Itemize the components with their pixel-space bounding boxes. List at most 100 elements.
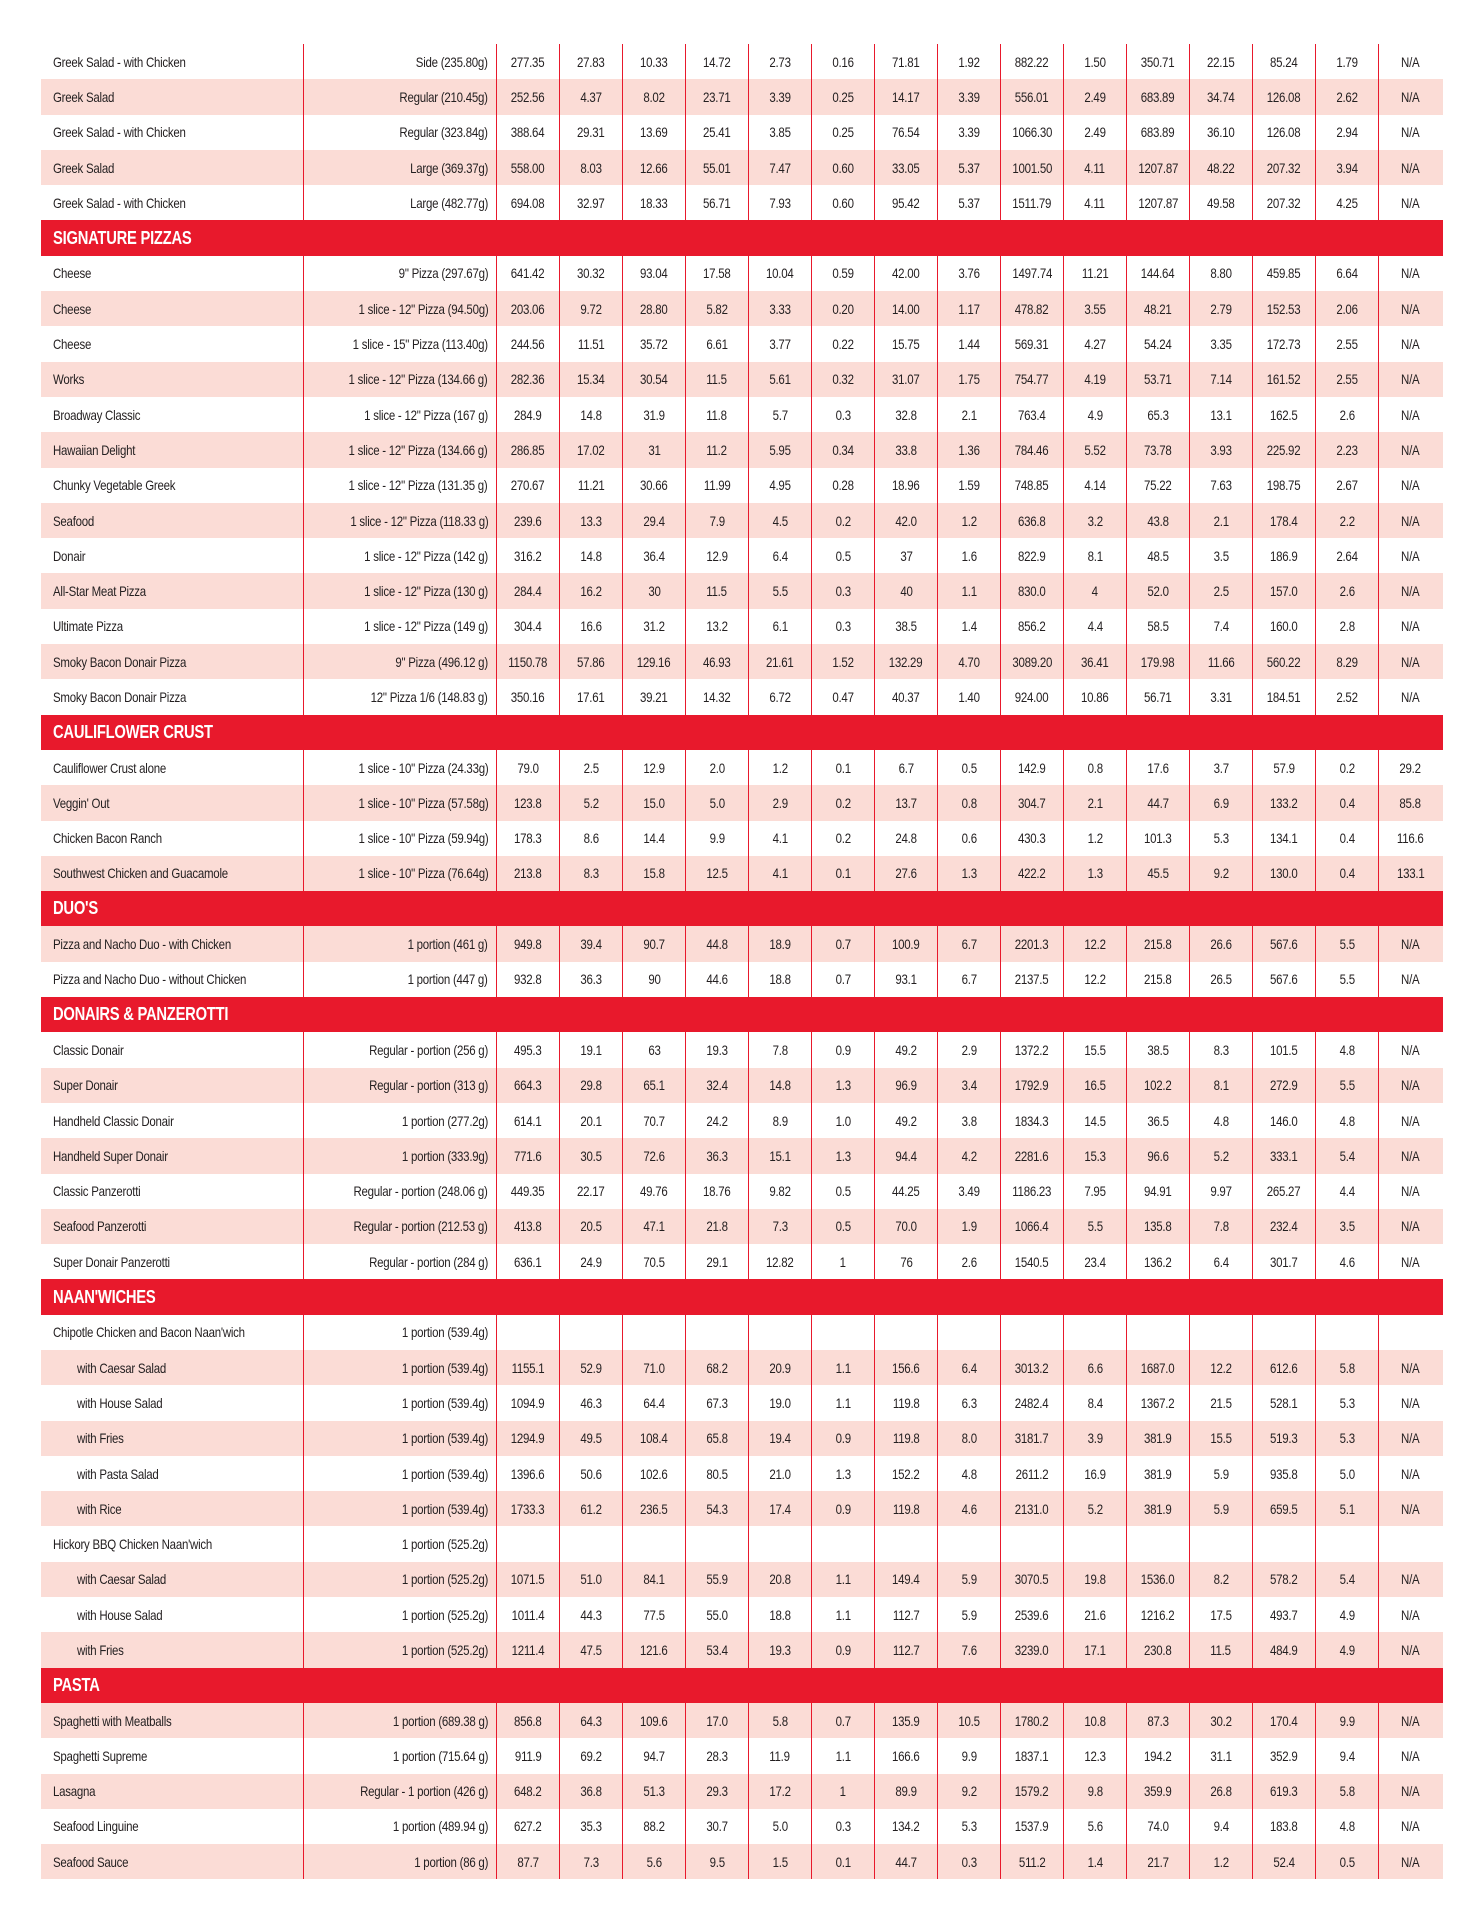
nutrient-value: 8.1 <box>1213 1077 1229 1094</box>
value-cell: 3.5 <box>1316 1208 1379 1245</box>
nutrient-value: 771.6 <box>514 1147 542 1164</box>
nutrient-value: 8.3 <box>583 865 599 882</box>
value-cell <box>1316 1526 1379 1562</box>
value-cell: 215.8 <box>1127 961 1190 998</box>
nutrient-value: 36.4 <box>643 547 665 564</box>
value-cell: 161.52 <box>1253 361 1316 397</box>
nutrient-value: 1.0 <box>835 1112 851 1129</box>
value-cell: 13.7 <box>875 785 938 821</box>
nutrient-value: 94.91 <box>1144 1183 1172 1200</box>
item-name-cell: Chicken Bacon Ranch <box>41 820 304 856</box>
value-cell: 1.1 <box>812 1349 875 1386</box>
serving-size: 1 slice - 10" Pizza (59.94g) <box>358 830 488 847</box>
nutrient-value: 11.8 <box>706 406 728 423</box>
table-row: Seafood Sauce 1 portion (86 g) 87.7 7.3 5.6 9… <box>41 1844 1443 1880</box>
item-name: Lasagna <box>53 1783 96 1800</box>
serving-size-cell: 1 slice - 12" Pizza (118.33 g) <box>304 502 497 539</box>
nutrient-value: 79.0 <box>517 759 539 776</box>
nutrient-value: 10.33 <box>640 53 668 70</box>
serving-size-cell: 1 portion (689.38 g) <box>304 1702 497 1739</box>
value-cell <box>1253 1314 1316 1350</box>
nutrient-value: 47.1 <box>643 1218 665 1235</box>
value-cell: 15.75 <box>875 326 938 362</box>
nutrient-value: 381.9 <box>1144 1500 1172 1517</box>
nutrient-value: 333.1 <box>1270 1147 1298 1164</box>
nutrient-value: 7.3 <box>583 1853 599 1870</box>
value-cell: 15.5 <box>1190 1420 1253 1456</box>
nutrient-value: 265.27 <box>1267 1183 1301 1200</box>
value-cell: N/A <box>1379 1632 1442 1667</box>
nutrient-value: 0.3 <box>835 1818 851 1835</box>
value-cell: 1.50 <box>1064 44 1127 80</box>
nutrient-value: 1.36 <box>958 441 980 458</box>
item-name: Classic Donair <box>53 1041 124 1058</box>
value-cell: 27.6 <box>875 855 938 892</box>
value-cell: N/A <box>1379 1244 1442 1279</box>
nutrient-value: 4.8 <box>1339 1041 1355 1058</box>
value-cell: 149.4 <box>875 1561 938 1598</box>
nutrient-value: 133.1 <box>1396 865 1425 882</box>
value-cell: 96.6 <box>1127 1138 1190 1174</box>
item-name-cell: Lasagna <box>41 1773 304 1809</box>
nutrient-value: 3.76 <box>958 265 980 282</box>
value-cell: 277.35 <box>497 44 560 80</box>
nutrient-value: 28.3 <box>706 1747 728 1764</box>
value-cell: 1186.23 <box>1001 1173 1064 1209</box>
nutrient-value: 0.3 <box>835 406 851 423</box>
value-cell: 30.32 <box>560 255 623 292</box>
nutrient-value: 14.4 <box>643 830 665 847</box>
value-cell: 2.6 <box>1316 396 1379 433</box>
value-cell: 40 <box>875 573 938 609</box>
nutrient-value: 2.06 <box>1336 300 1358 317</box>
nutrient-value: 2.94 <box>1336 124 1358 141</box>
value-cell: N/A <box>1379 1174 1442 1209</box>
nutrient-value: 3.33 <box>769 300 791 317</box>
value-cell: 2.1 <box>938 396 1001 433</box>
value-cell: 9.8 <box>1064 1773 1127 1809</box>
nutrient-value: 30.5 <box>580 1147 602 1164</box>
value-cell: 26.6 <box>1190 926 1253 962</box>
value-cell: 2.67 <box>1316 467 1379 503</box>
value-cell: 33.8 <box>875 432 938 468</box>
nutrient-value: 1.1 <box>961 583 977 600</box>
value-cell: 27.83 <box>560 44 623 80</box>
nutrient-value: 1066.4 <box>1015 1218 1049 1235</box>
value-cell: 350.16 <box>497 679 560 715</box>
value-cell: 36.5 <box>1127 1102 1190 1139</box>
value-cell: 0.9 <box>812 1032 875 1068</box>
serving-size: 1 portion (461 g) <box>407 936 488 953</box>
value-cell: 10.04 <box>749 255 812 292</box>
serving-size: 12" Pizza 1/6 (148.83 g) <box>371 688 488 705</box>
nutrient-value: 5.1 <box>1339 1500 1355 1517</box>
value-cell: 11.51 <box>560 326 623 362</box>
nutrient-value: 56.71 <box>703 194 731 211</box>
value-cell: 5.5 <box>749 573 812 609</box>
value-cell: 0.4 <box>1316 785 1379 821</box>
value-cell: 24.9 <box>560 1244 623 1280</box>
nutrient-value: 170.4 <box>1270 1712 1298 1729</box>
nutrient-value: 1837.1 <box>1015 1747 1049 1764</box>
value-cell: 2.06 <box>1316 291 1379 327</box>
nutrient-value: 949.8 <box>514 936 542 953</box>
value-cell: 24.2 <box>686 1102 749 1139</box>
value-cell: 52.4 <box>1253 1844 1316 1880</box>
value-cell: 304.7 <box>1001 785 1064 821</box>
value-cell: 1094.9 <box>497 1385 560 1421</box>
nutrient-value: 215.8 <box>1144 971 1172 988</box>
value-cell <box>749 1314 812 1350</box>
serving-size: 1 slice - 12" Pizza (130 g) <box>364 583 488 600</box>
nutrient-value: 33.8 <box>895 441 917 458</box>
nutrient-value: 12.82 <box>766 1253 794 1270</box>
value-cell: 5.9 <box>1190 1455 1253 1492</box>
nutrient-value: 0.3 <box>835 583 851 600</box>
nutrient-value: N/A <box>1401 1359 1420 1376</box>
item-name-cell: Donair <box>41 538 304 574</box>
nutrient-value: 5.3 <box>961 1818 977 1835</box>
value-cell: 4.1 <box>749 820 812 856</box>
nutrient-value: N/A <box>1401 159 1420 176</box>
nutrient-value: 8.2 <box>1213 1571 1229 1588</box>
value-cell: 77.5 <box>623 1597 686 1633</box>
nutrient-value: 20.5 <box>580 1218 602 1235</box>
value-cell: 29.3 <box>686 1773 749 1809</box>
item-name: Cheese <box>53 336 92 353</box>
